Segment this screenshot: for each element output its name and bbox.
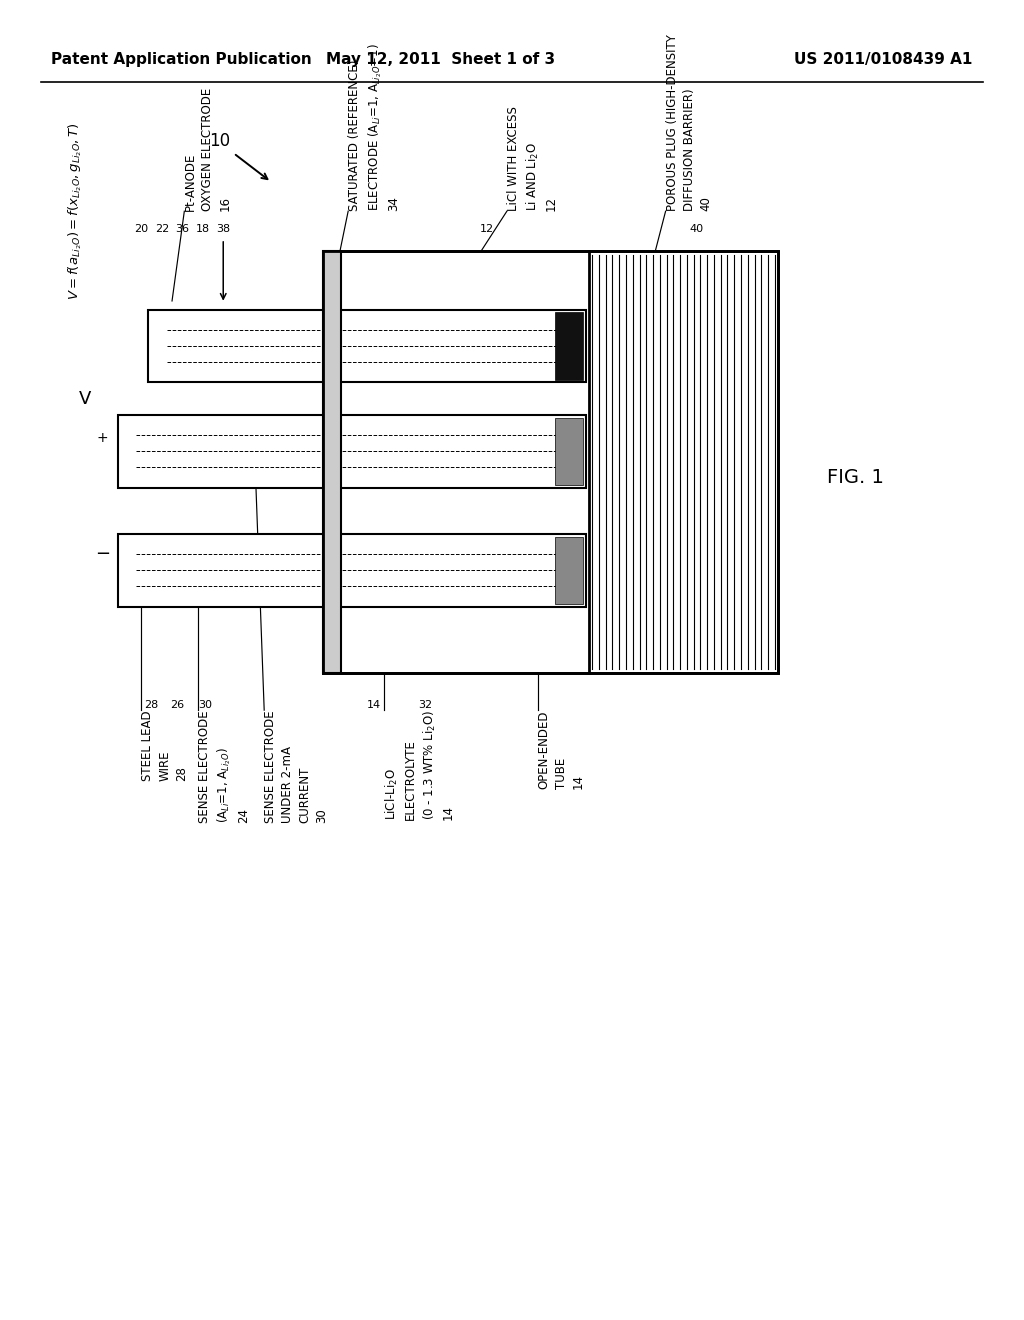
Bar <box>555 417 583 484</box>
Bar <box>118 414 586 487</box>
Text: OPEN-ENDED
TUBE
14: OPEN-ENDED TUBE 14 <box>538 710 585 788</box>
Text: 18: 18 <box>196 223 210 234</box>
Text: Pt-ANODE
OXYGEN ELECTRODE
16: Pt-ANODE OXYGEN ELECTRODE 16 <box>184 88 231 211</box>
Bar <box>323 251 778 673</box>
Text: SATURATED (REFERENCE)
ELECTRODE (A$_{Li}$=1, A$_{Li_2O}$=1)
34: SATURATED (REFERENCE) ELECTRODE (A$_{Li}… <box>348 44 400 211</box>
Text: 32: 32 <box>418 700 432 710</box>
Text: Patent Application Publication: Patent Application Publication <box>51 51 312 67</box>
Text: +: + <box>96 432 109 445</box>
Text: 30: 30 <box>198 700 212 710</box>
Bar <box>118 535 586 607</box>
Bar <box>555 536 583 605</box>
Text: 26: 26 <box>170 700 184 710</box>
Text: POROUS PLUG (HIGH-DENSITY
DIFFUSION BARRIER)
40: POROUS PLUG (HIGH-DENSITY DIFFUSION BARR… <box>666 34 713 211</box>
Bar <box>323 251 778 673</box>
Text: 40: 40 <box>689 223 703 234</box>
Text: V: V <box>79 389 91 408</box>
Text: 22: 22 <box>155 223 169 234</box>
Text: SENSE ELECTRODE
UNDER 2-mA
CURRENT
30: SENSE ELECTRODE UNDER 2-mA CURRENT 30 <box>264 710 328 822</box>
Text: May 12, 2011  Sheet 1 of 3: May 12, 2011 Sheet 1 of 3 <box>326 51 555 67</box>
Bar <box>148 309 586 383</box>
Text: 28: 28 <box>144 700 159 710</box>
Text: LiCl-Li$_2$O
ELECTROLYTE
(0 - 1.3 WT% Li$_2$O)
14: LiCl-Li$_2$O ELECTROLYTE (0 - 1.3 WT% Li… <box>384 710 455 821</box>
Text: LiCl WITH EXCESS
Li AND Li$_2$O
12: LiCl WITH EXCESS Li AND Li$_2$O 12 <box>507 107 558 211</box>
Text: 12: 12 <box>479 223 494 234</box>
Text: 36: 36 <box>175 223 189 234</box>
Text: SENSE ELECTRODE
(A$_{Li}$=1, A$_{Li_2O}$)
24: SENSE ELECTRODE (A$_{Li}$=1, A$_{Li_2O}$… <box>198 710 250 822</box>
Bar <box>555 312 583 380</box>
Text: 20: 20 <box>134 223 148 234</box>
Text: STEEL LEAD
WIRE
28: STEEL LEAD WIRE 28 <box>141 710 188 781</box>
Text: 38: 38 <box>216 223 230 234</box>
Text: 10: 10 <box>210 132 230 150</box>
Text: 14: 14 <box>367 700 381 710</box>
Text: FIG. 1: FIG. 1 <box>826 469 884 487</box>
Text: $V = f(a_{Li_2O}) = f(x_{Li_2O}, g_{Li_2O}, T)$: $V = f(a_{Li_2O}) = f(x_{Li_2O}, g_{Li_2… <box>66 123 84 300</box>
Text: US 2011/0108439 A1: US 2011/0108439 A1 <box>795 51 973 67</box>
Bar <box>323 251 341 673</box>
Text: −: − <box>95 545 110 564</box>
